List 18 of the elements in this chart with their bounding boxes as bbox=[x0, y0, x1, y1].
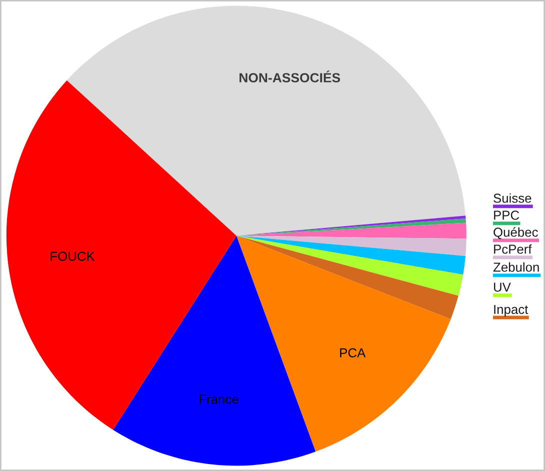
slice-label: Inpact bbox=[494, 304, 528, 317]
pie-slice bbox=[236, 236, 464, 296]
slice-label: UV bbox=[494, 282, 511, 292]
pie-slice bbox=[236, 236, 466, 256]
pie-slice bbox=[236, 236, 466, 275]
slice-label: NON-ASSOCIÉS bbox=[240, 70, 340, 82]
slice-label: Zebulon bbox=[493, 262, 539, 272]
pie-slice bbox=[6, 80, 236, 430]
slice-label: PcPerf bbox=[494, 244, 532, 254]
slice-label: PPC bbox=[494, 210, 520, 220]
slice-label: Suisse bbox=[494, 193, 532, 203]
slice-label: Québec bbox=[494, 227, 538, 240]
pie-slice bbox=[66, 6, 466, 236]
pie-slice bbox=[113, 236, 316, 466]
slice-label: France bbox=[200, 394, 238, 404]
slice-label: PCA bbox=[340, 348, 366, 358]
pie-slice bbox=[236, 236, 458, 320]
slice-label: FOUCK bbox=[50, 252, 95, 261]
